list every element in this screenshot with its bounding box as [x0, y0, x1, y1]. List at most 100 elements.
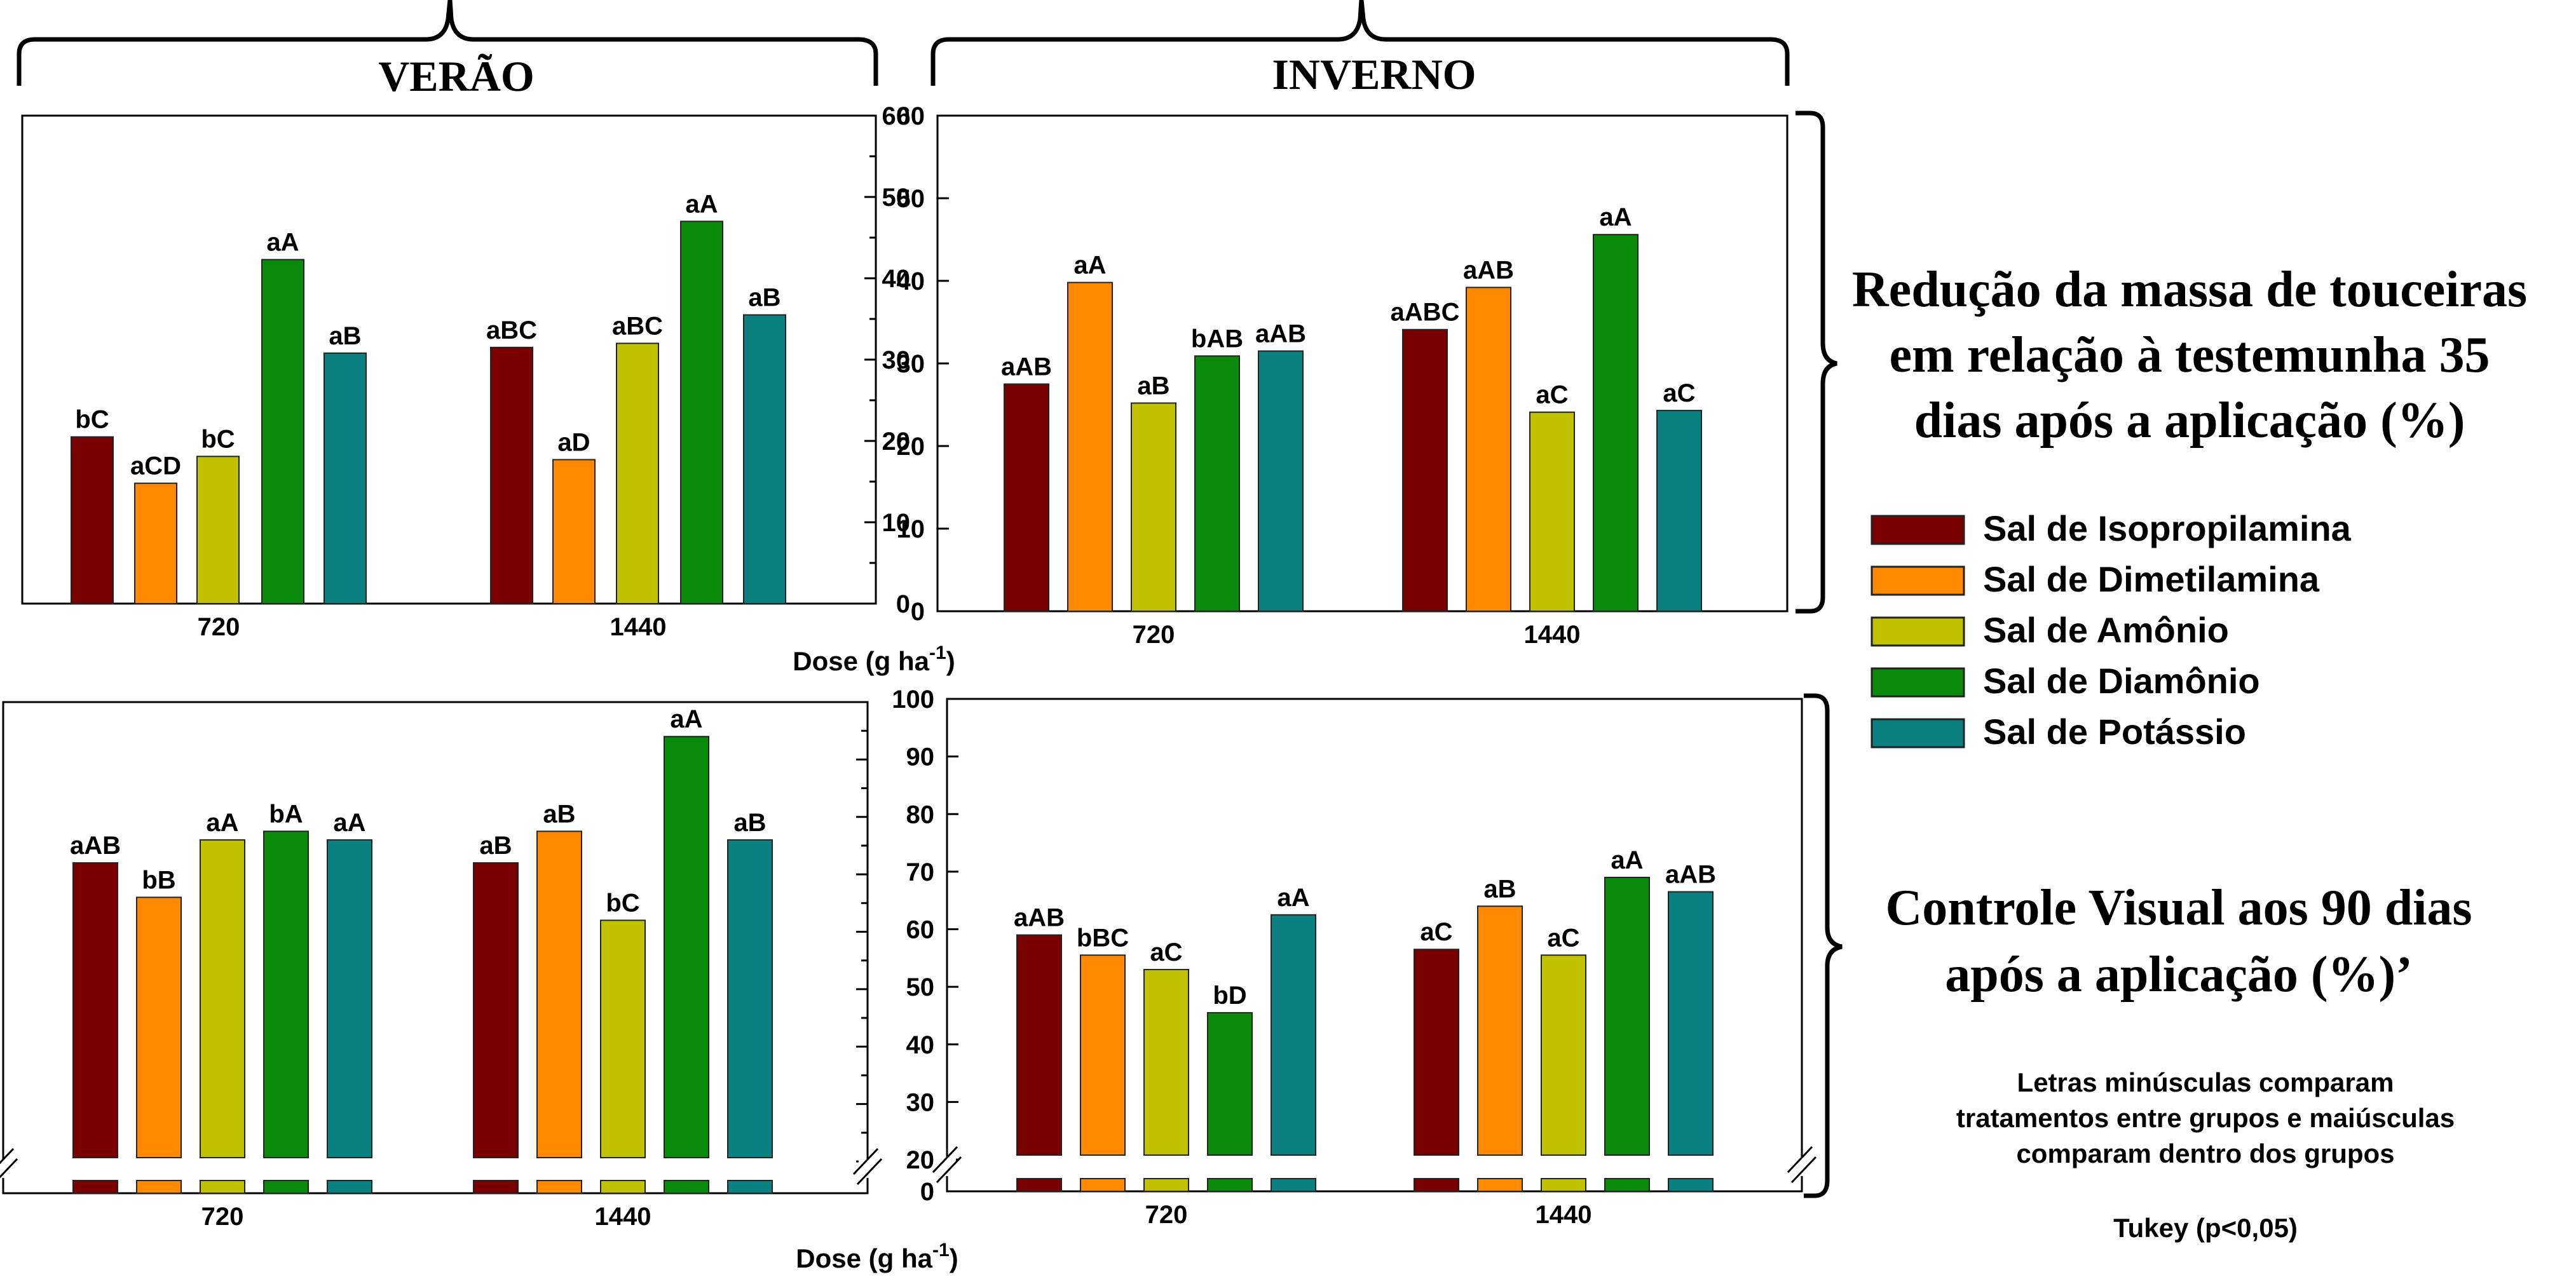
bar-stub-bottom-verao-720-potassio: [327, 1180, 372, 1194]
legend-item-diamonio: Sal de Diamônio: [1871, 661, 2260, 701]
bar-letter-bottom-verao-720-diamonio: bA: [269, 800, 303, 828]
y-tick-label-top-verao-10: 10: [882, 509, 911, 537]
x-tick-label-bottom-verao-1440: 1440: [595, 1203, 651, 1231]
verao-top-brace: [17, 0, 878, 86]
plot-frame-bottom-inverno: [946, 698, 1803, 1193]
xlabel-top: Dose (g ha-1): [793, 642, 955, 676]
legend-swatch-potassio: [1871, 718, 1965, 748]
bar-bottom-verao-720-diamonio: [263, 830, 309, 1158]
bar-top-inverno-720-isopropilamina: [1004, 383, 1049, 612]
bar-bottom-verao-1440-potassio: [727, 839, 773, 1159]
y-tick-label-top-inverno-40: 40: [897, 267, 925, 295]
bar-letter-top-verao-1440-dimetilamina: aD: [557, 428, 590, 456]
bar-top-inverno-720-potassio: [1258, 350, 1304, 612]
bar-bottom-inverno-1440-dimetilamina: [1477, 905, 1523, 1156]
bar-bottom-verao-1440-dimetilamina: [536, 830, 582, 1158]
side-label-top-line-2: em relação à testemunha 35: [1890, 327, 2490, 383]
bar-stub-bottom-inverno-720-isopropilamina: [1016, 1178, 1062, 1192]
axis-break-mark-bottom-verao-1-b: [856, 1158, 883, 1186]
bar-stub-bottom-verao-720-dimetilamina: [136, 1180, 182, 1194]
y-tick-label-top-verao-20: 20: [882, 428, 911, 456]
bar-letter-bottom-inverno-1440-isopropilamina: aC: [1420, 918, 1452, 946]
bar-letter-top-verao-720-potassio: aB: [329, 322, 361, 350]
bar-letter-top-verao-1440-amonio: aBC: [612, 312, 663, 340]
legend: Sal de Isopropilamina Sal de Dimetilamin…: [1871, 508, 2352, 752]
axis-break-mark-bottom-verao-0-b: [0, 1158, 18, 1179]
bar-top-verao-1440-dimetilamina: [552, 459, 596, 604]
bar-letter-top-inverno-720-amonio: aB: [1137, 372, 1169, 400]
bar-top-inverno-720-amonio: [1131, 402, 1176, 612]
bar-letter-top-verao-720-diamonio: aA: [266, 229, 299, 257]
legend-swatch-dimetilamina: [1871, 565, 1965, 596]
bar-bottom-inverno-1440-diamonio: [1604, 876, 1650, 1156]
bar-top-verao-720-amonio: [196, 456, 240, 604]
bar-top-verao-720-isopropilamina: [71, 436, 114, 604]
y-tick-label-top-inverno-20: 20: [897, 433, 925, 461]
y-tick-label-top-inverno-50: 50: [897, 185, 925, 213]
plot-frame-bottom-verao: [2, 701, 869, 1194]
bar-stub-bottom-verao-1440-dimetilamina: [536, 1180, 582, 1194]
y-tick-label-top-verao-40: 40: [882, 265, 911, 293]
bar-bottom-verao-720-dimetilamina: [136, 897, 182, 1159]
bar-letter-bottom-verao-720-dimetilamina: bB: [142, 866, 175, 894]
bar-bottom-verao-720-amonio: [200, 839, 245, 1159]
note-line-2: tratamentos entre grupos e maiúsculas: [1956, 1103, 2455, 1133]
bar-letter-top-inverno-1440-amonio: aC: [1536, 381, 1568, 409]
bar-letter-bottom-inverno-720-potassio: aA: [1277, 884, 1309, 912]
bar-letter-bottom-inverno-1440-diamonio: aA: [1611, 846, 1643, 874]
bar-letter-top-inverno-720-isopropilamina: aAB: [1001, 353, 1052, 381]
y-tick-label-bottom-inverno-70: 70: [906, 858, 935, 886]
bar-top-verao-720-dimetilamina: [134, 482, 177, 604]
bar-letter-bottom-verao-720-amonio: aA: [206, 809, 238, 837]
axis-break-mark-bottom-inverno-0-b: [936, 1156, 962, 1184]
y-tick-label-bottom-inverno-60: 60: [906, 916, 935, 944]
bar-top-inverno-720-dimetilamina: [1067, 281, 1113, 612]
y-tick-label-bottom-inverno-30: 30: [906, 1088, 935, 1116]
bar-letter-top-verao-720-dimetilamina: aCD: [130, 452, 181, 480]
bar-letter-bottom-verao-1440-potassio: aB: [733, 809, 766, 837]
x-tick-label-top-verao-720: 720: [198, 613, 240, 641]
axis-break-mark-bottom-inverno-1-b: [1790, 1156, 1817, 1184]
y-tick-label-bottom-inverno-40: 40: [906, 1031, 935, 1059]
bar-letter-bottom-inverno-1440-potassio: aAB: [1665, 861, 1716, 889]
bar-top-inverno-720-diamonio: [1194, 355, 1240, 612]
bar-letter-bottom-verao-720-isopropilamina: aAB: [70, 832, 121, 860]
y-tick-label-bottom-inverno-0: 0: [920, 1178, 934, 1206]
bar-stub-bottom-inverno-1440-diamonio: [1604, 1178, 1650, 1192]
bar-top-verao-720-diamonio: [261, 259, 304, 604]
legend-item-potassio: Sal de Potássio: [1871, 712, 2246, 752]
bar-bottom-inverno-720-diamonio: [1207, 1012, 1253, 1156]
bar-stub-bottom-verao-1440-amonio: [600, 1180, 646, 1194]
legend-label-potassio: Sal de Potássio: [1983, 712, 2246, 752]
y-tick-label-bottom-inverno-90: 90: [906, 743, 935, 771]
legend-label-isopropilamina: Sal de Isopropilamina: [1983, 508, 2352, 548]
x-tick-label-top-verao-1440: 1440: [610, 613, 667, 641]
bar-top-inverno-1440-isopropilamina: [1402, 328, 1448, 612]
inverno-top-brace: [930, 0, 1790, 86]
legend-label-amonio: Sal de Amônio: [1983, 610, 2229, 650]
bar-stub-bottom-inverno-1440-amonio: [1541, 1178, 1586, 1192]
bar-bottom-inverno-720-amonio: [1143, 968, 1189, 1156]
y-tick-label-top-inverno-30: 30: [897, 350, 925, 378]
bar-stub-bottom-inverno-720-diamonio: [1207, 1178, 1253, 1192]
bar-stub-bottom-inverno-720-dimetilamina: [1080, 1178, 1126, 1192]
bar-letter-top-verao-1440-potassio: aB: [748, 284, 780, 312]
legend-label-diamonio: Sal de Diamônio: [1983, 661, 2260, 701]
bar-top-inverno-1440-amonio: [1529, 411, 1575, 612]
legend-item-amonio: Sal de Amônio: [1871, 610, 2229, 650]
y-tick-label-top-inverno-0: 0: [911, 598, 925, 626]
header-inverno: INVERNO: [1272, 50, 1476, 98]
bar-stub-bottom-inverno-720-amonio: [1143, 1178, 1189, 1192]
y-tick-label-bottom-inverno-50: 50: [906, 973, 935, 1001]
bar-bottom-verao-1440-diamonio: [664, 736, 709, 1158]
side-label-bottom-line-1: Controle Visual aos 90 dias: [1885, 880, 2472, 936]
legend-label-dimetilamina: Sal de Dimetilamina: [1983, 559, 2320, 599]
bar-letter-top-inverno-1440-dimetilamina: aAB: [1463, 256, 1514, 284]
bar-letter-bottom-inverno-1440-amonio: aC: [1547, 924, 1579, 952]
bar-bottom-verao-1440-amonio: [600, 919, 646, 1159]
bar-top-verao-720-potassio: [324, 352, 367, 604]
bar-top-inverno-1440-dimetilamina: [1466, 287, 1511, 612]
bar-letter-top-inverno-1440-potassio: aC: [1663, 379, 1695, 407]
y-tick-label-bottom-inverno-100: 100: [892, 686, 934, 714]
